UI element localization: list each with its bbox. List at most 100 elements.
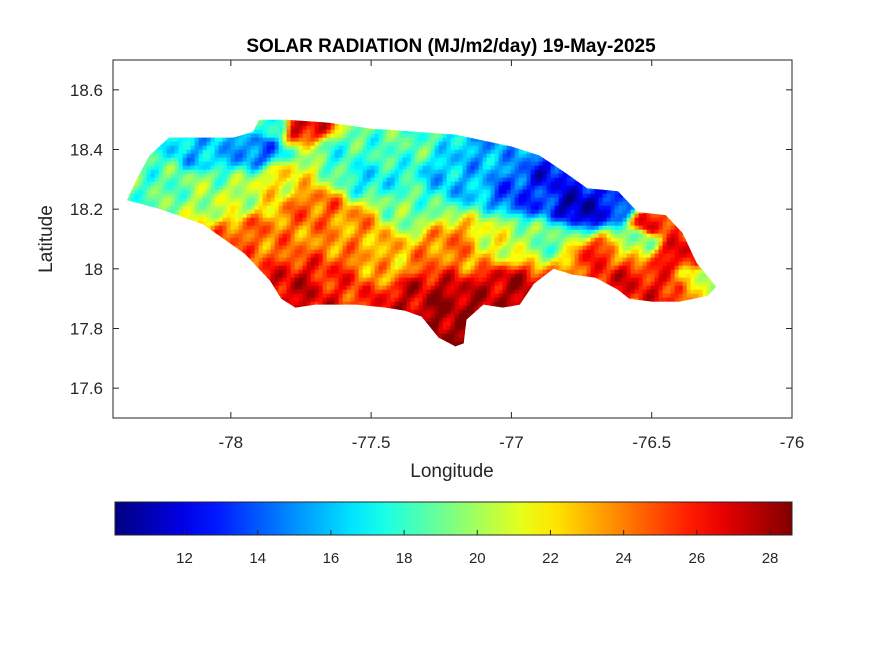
heatmap-cell: [398, 197, 404, 203]
heatmap-cell: [462, 161, 468, 167]
heatmap-cell: [386, 197, 392, 203]
heatmap-cell: [558, 209, 564, 215]
heatmap-cell: [266, 137, 272, 143]
heatmap-cell: [242, 225, 248, 231]
heatmap-cell: [334, 141, 340, 147]
heatmap-cell: [602, 205, 608, 211]
heatmap-cell: [430, 173, 436, 179]
heatmap-cell: [166, 145, 172, 151]
heatmap-cell: [398, 205, 404, 211]
heatmap-cell: [454, 133, 460, 139]
heatmap-cell: [382, 233, 388, 239]
heatmap-cell: [218, 213, 224, 219]
heatmap-cell: [278, 241, 284, 247]
heatmap-cell: [434, 197, 440, 203]
heatmap-cell: [366, 229, 372, 235]
heatmap-cell: [322, 125, 328, 131]
heatmap-cell: [582, 213, 588, 219]
heatmap-cell: [238, 157, 244, 163]
heatmap-cell: [458, 213, 464, 219]
heatmap-cell: [302, 177, 308, 183]
heatmap-cell: [214, 165, 220, 171]
heatmap-cell: [246, 237, 252, 243]
heatmap-cell: [306, 165, 312, 171]
heatmap-cell: [662, 229, 668, 235]
heatmap-cell: [426, 141, 432, 147]
heatmap-cell: [338, 193, 344, 199]
heatmap-cell: [610, 193, 616, 199]
heatmap-cell: [318, 241, 324, 247]
heatmap-cell: [218, 193, 224, 199]
heatmap-cell: [362, 201, 368, 207]
heatmap-cell: [458, 209, 464, 215]
heatmap-cell: [402, 157, 408, 163]
heatmap-cell: [370, 137, 376, 143]
heatmap-cell: [570, 229, 576, 235]
heatmap-cell: [290, 121, 296, 127]
heatmap-cell: [638, 233, 644, 239]
heatmap-cell: [506, 173, 512, 179]
heatmap-cell: [398, 185, 404, 191]
heatmap-cell: [530, 153, 536, 159]
heatmap-cell: [570, 241, 576, 247]
heatmap-cell: [242, 237, 248, 243]
heatmap-cell: [302, 221, 308, 227]
heatmap-cell: [330, 169, 336, 175]
heatmap-cell: [134, 189, 140, 195]
heatmap-cell: [458, 169, 464, 175]
heatmap-cell: [410, 133, 416, 139]
heatmap-cell: [614, 225, 620, 231]
heatmap-cell: [642, 241, 648, 247]
heatmap-cell: [194, 141, 200, 147]
heatmap-cell: [662, 237, 668, 243]
heatmap-cell: [430, 169, 436, 175]
heatmap-cell: [434, 133, 440, 139]
heatmap-cell: [330, 161, 336, 167]
heatmap-cell: [398, 241, 404, 247]
heatmap-cell: [538, 229, 544, 235]
heatmap-cell: [558, 237, 564, 243]
heatmap-cell: [362, 217, 368, 223]
heatmap-cell: [166, 137, 172, 143]
heatmap-cell: [474, 169, 480, 175]
heatmap-cell: [638, 241, 644, 247]
heatmap-cell: [390, 165, 396, 171]
heatmap-cell: [302, 161, 308, 167]
heatmap-cell: [326, 165, 332, 171]
heatmap-cell: [234, 185, 240, 191]
heatmap-cell: [250, 149, 256, 155]
heatmap-cell: [234, 189, 240, 195]
heatmap-cell: [274, 205, 280, 211]
heatmap-cell: [586, 197, 592, 203]
heatmap-cell: [238, 149, 244, 155]
heatmap-cell: [506, 205, 512, 211]
heatmap-cell: [374, 133, 380, 139]
heatmap-cell: [218, 173, 224, 179]
heatmap-cell: [258, 173, 264, 179]
heatmap-cell: [582, 201, 588, 207]
heatmap-cell: [210, 141, 216, 147]
heatmap-cell: [282, 205, 288, 211]
heatmap-cell: [290, 233, 296, 239]
heatmap-cell: [570, 185, 576, 191]
heatmap-cell: [278, 153, 284, 159]
heatmap-cell: [370, 157, 376, 163]
heatmap-cell: [214, 213, 220, 219]
heatmap-cell: [486, 217, 492, 223]
heatmap-cell: [358, 229, 364, 235]
heatmap-cell: [290, 161, 296, 167]
heatmap-cell: [478, 229, 484, 235]
heatmap-cell: [398, 233, 404, 239]
heatmap-cell: [338, 125, 344, 131]
heatmap-cell: [518, 197, 524, 203]
heatmap-cell: [322, 129, 328, 135]
heatmap-cell: [358, 185, 364, 191]
heatmap-cell: [598, 241, 604, 247]
heatmap-cell: [546, 209, 552, 215]
heatmap-cell: [158, 157, 164, 163]
heatmap-cell: [438, 189, 444, 195]
heatmap-cell: [386, 153, 392, 159]
heatmap-cell: [238, 177, 244, 183]
heatmap-cell: [474, 221, 480, 227]
heatmap-cell: [538, 201, 544, 207]
